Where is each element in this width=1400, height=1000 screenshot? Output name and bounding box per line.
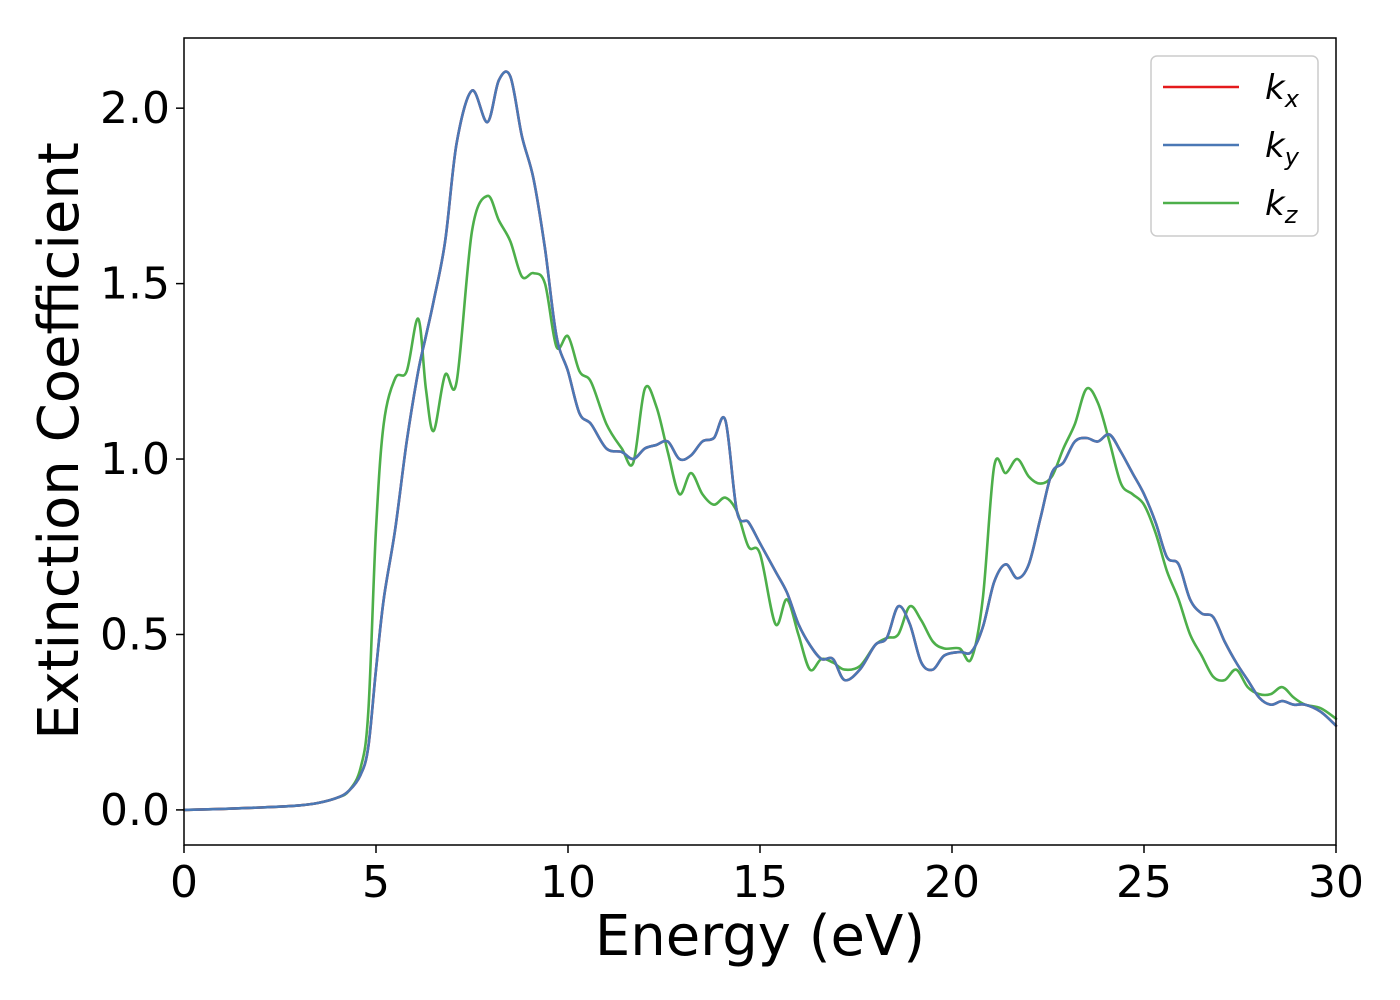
y-axis-label: Extinction Coefficient: [27, 142, 92, 740]
y-tick-label: 1.0: [100, 434, 170, 485]
x-tick-label: 5: [362, 857, 390, 908]
y-axis: 0.0 0.5 1.0 1.5 2.0: [100, 83, 184, 836]
x-axis: 0 5 10 15 20 25 30: [170, 845, 1364, 908]
series-line-ky: [182, 70, 1338, 812]
x-tick-label: 0: [170, 857, 198, 908]
legend-label-kz: kz: [1265, 184, 1299, 229]
x-tick-label: 25: [1116, 857, 1172, 908]
legend-label-ky: ky: [1265, 126, 1300, 171]
y-tick-label: 2.0: [100, 83, 170, 134]
x-axis-label: Energy (eV): [595, 904, 925, 969]
series-layer: [182, 70, 1338, 812]
legend: kx ky kz: [1150, 55, 1319, 237]
y-tick-label: 1.5: [100, 259, 170, 310]
y-tick-label: 0.5: [100, 609, 170, 660]
legend-label-kx: kx: [1265, 68, 1300, 113]
y-tick-label: 0.0: [100, 785, 170, 836]
x-tick-label: 20: [924, 857, 980, 908]
plot-area: [184, 38, 1336, 845]
x-tick-label: 10: [540, 857, 596, 908]
x-tick-label: 15: [732, 857, 788, 908]
series-line-kz: [182, 194, 1338, 812]
x-tick-label: 30: [1308, 857, 1364, 908]
